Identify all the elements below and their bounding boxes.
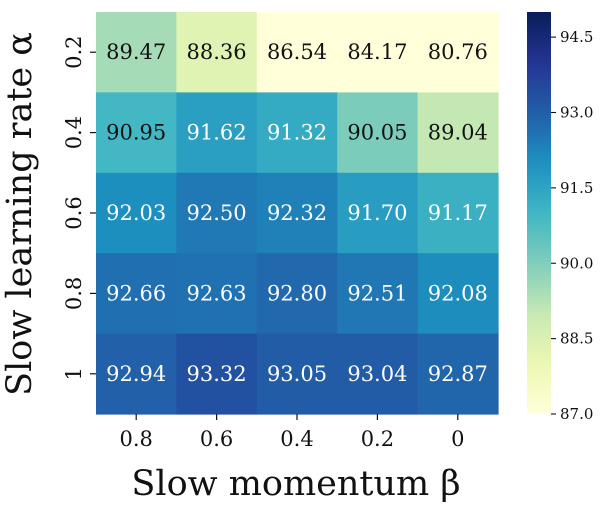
cell-value-label: 92.66 [106, 281, 166, 305]
cell-value-label: 93.05 [267, 362, 327, 386]
cell-value-label: 92.63 [187, 281, 247, 305]
colorbar [527, 12, 551, 414]
cell-value-label: 91.62 [187, 121, 247, 145]
heatmap-cell [256, 253, 338, 335]
cell-value-label: 88.36 [187, 40, 247, 64]
cell-value-label: 89.04 [428, 121, 488, 145]
heatmap-cell [337, 172, 419, 254]
heatmap-cell [256, 92, 338, 174]
cell-value-label: 91.17 [428, 201, 488, 225]
cell-value-label: 92.94 [106, 362, 166, 386]
y-tick-label: 1 [62, 367, 86, 380]
heatmap-cell [256, 172, 338, 254]
heatmap-cell [256, 333, 338, 415]
cell-value-label: 92.50 [187, 201, 247, 225]
cell-value-label: 92.80 [267, 281, 327, 305]
cell-value-label: 80.76 [428, 40, 488, 64]
colorbar-ticks: 87.0 88.5 90.0 91.5 93.0 94.5 [551, 28, 593, 423]
heatmap-cell [96, 12, 177, 93]
cell-value-label: 91.32 [267, 121, 327, 145]
colorbar-tick-label: 91.5 [560, 179, 593, 197]
heatmap-cell [337, 333, 419, 415]
colorbar-tick-label: 93.0 [560, 104, 593, 122]
colorbar-tick-label: 90.0 [560, 254, 593, 272]
heatmap-cell [96, 253, 177, 335]
heatmap-cell [417, 12, 499, 93]
y-tick-label: 0.6 [62, 196, 86, 229]
cell-value-label: 89.47 [106, 40, 166, 64]
heatmap-cell [176, 12, 258, 93]
heatmap-cells: 89.47 88.36 86.54 84.17 80.76 90.95 91.62 91.32… [96, 12, 499, 415]
y-axis-label: Slow learning rate α [0, 32, 40, 396]
heatmap-cell [337, 92, 419, 174]
x-tick-label: 0.2 [361, 427, 394, 451]
y-tick-label: 0.4 [62, 116, 86, 149]
cell-value-label: 92.87 [428, 362, 488, 386]
heatmap-cell [417, 172, 499, 254]
heatmap-cell [176, 172, 258, 254]
heatmap-cell [337, 253, 419, 335]
cell-value-label: 92.03 [106, 201, 166, 225]
cell-value-label: 92.32 [267, 201, 327, 225]
x-tick-label: 0.6 [200, 427, 233, 451]
heatmap-cell [176, 253, 258, 335]
heatmap-cell [176, 333, 258, 415]
x-axis-ticks: 0.8 0.6 0.4 0.2 0 [119, 414, 464, 451]
heatmap-cell [176, 92, 258, 174]
heatmap-cell [96, 333, 177, 415]
heatmap-cell [417, 333, 499, 415]
heatmap-cell [256, 12, 338, 93]
x-axis-label: Slow momentum β [131, 464, 460, 504]
y-axis-ticks: 0.2 0.4 0.6 0.8 1 [62, 35, 96, 380]
cell-value-label: 93.32 [187, 362, 247, 386]
cell-value-label: 92.08 [428, 281, 488, 305]
cell-value-label: 91.70 [347, 201, 407, 225]
heatmap-cell [96, 172, 177, 254]
cell-value-label: 92.51 [347, 281, 407, 305]
x-tick-label: 0.4 [280, 427, 313, 451]
heatmap-cell [417, 92, 499, 174]
cell-value-label: 93.04 [347, 362, 407, 386]
heatmap-cell [337, 12, 419, 93]
colorbar-tick-label: 94.5 [560, 28, 593, 46]
y-tick-label: 0.2 [62, 35, 86, 68]
x-tick-label: 0 [451, 427, 464, 451]
cell-value-label: 86.54 [267, 40, 327, 64]
cell-value-label: 84.17 [347, 40, 407, 64]
y-tick-label: 0.8 [62, 277, 86, 310]
colorbar-tick-label: 88.5 [560, 330, 593, 348]
heatmap-cell [417, 253, 499, 335]
x-tick-label: 0.8 [119, 427, 152, 451]
cell-value-label: 90.95 [106, 121, 166, 145]
colorbar-tick-label: 87.0 [560, 405, 593, 423]
heatmap-cell [96, 92, 177, 174]
cell-value-label: 90.05 [347, 121, 407, 145]
